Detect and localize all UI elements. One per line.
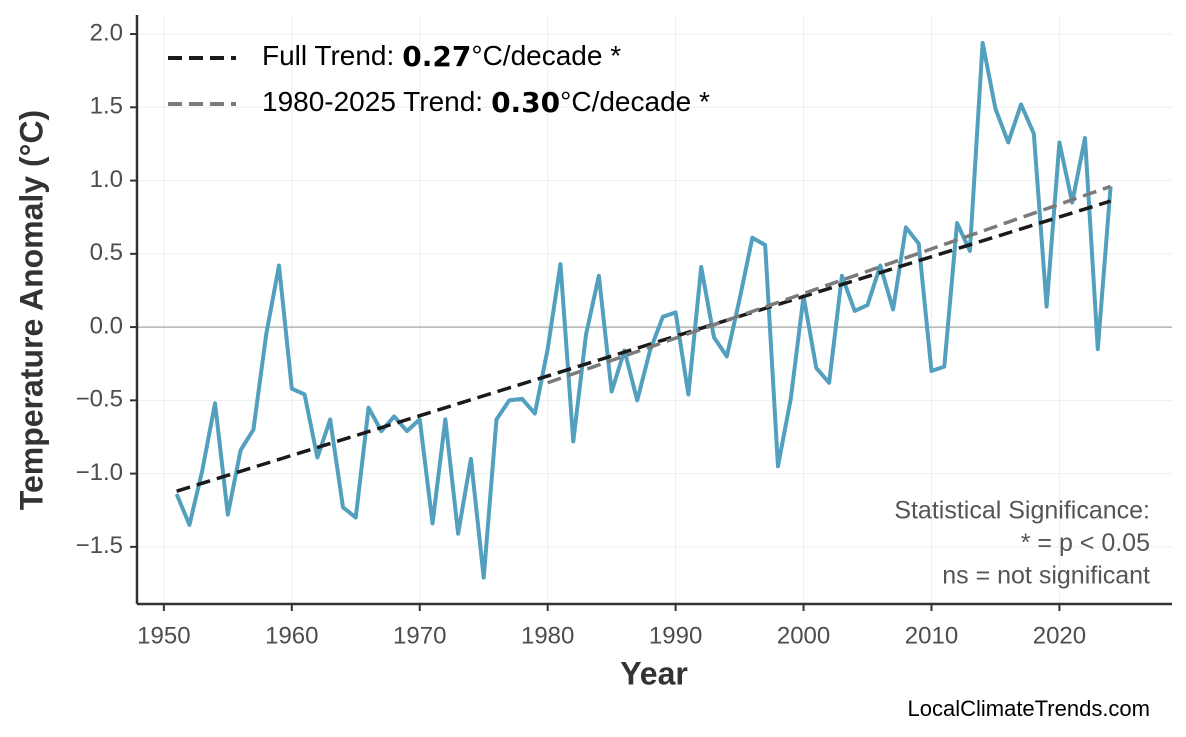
x-tick-label: 2020 [1033, 622, 1086, 649]
legend-entry: Full Trend: 0.27°C/decade * [262, 40, 621, 73]
x-axis-label: Year [620, 655, 688, 691]
data-line [174, 40, 1113, 580]
x-tick-label: 1990 [649, 622, 702, 649]
x-tick-label: 1980 [521, 622, 574, 649]
y-tick-label: 2.0 [90, 19, 123, 46]
y-tick-label: 1.5 [90, 93, 123, 120]
x-tick-label: 1970 [393, 622, 446, 649]
legend-label: 1980-2025 Trend: [262, 86, 483, 117]
annotation: ns = not significant [942, 562, 1150, 590]
x-tick-label: 2010 [905, 622, 958, 649]
x-tick-label: 2000 [777, 622, 830, 649]
legend-label: Full Trend: [262, 40, 394, 71]
y-tick-label: 0.0 [90, 312, 123, 339]
trend-line [547, 184, 1112, 385]
y-tick-label: 0.5 [90, 239, 123, 266]
annotation: * = p < 0.05 [1021, 529, 1150, 557]
trend-line [176, 199, 1112, 493]
x-tick-label: 1960 [265, 622, 318, 649]
legend-slope: 0.30 [491, 86, 560, 119]
legend-slope: 0.27 [402, 40, 471, 73]
legend-entry: 1980-2025 Trend: 0.30°C/decade * [262, 86, 710, 119]
x-tick-label: 1950 [137, 622, 190, 649]
watermark: LocalClimateTrends.com [908, 696, 1151, 721]
y-tick-label: 1.0 [90, 166, 123, 193]
annotation: Statistical Significance: [894, 497, 1150, 525]
legend-suffix: °C/decade * [471, 40, 621, 71]
y-axis-label: Temperature Anomaly (°C) [13, 110, 49, 510]
y-tick-label: −1.5 [76, 532, 123, 559]
y-tick-label: −1.0 [76, 459, 123, 486]
legend-suffix: °C/decade * [560, 86, 710, 117]
y-tick-label: −0.5 [76, 386, 123, 413]
